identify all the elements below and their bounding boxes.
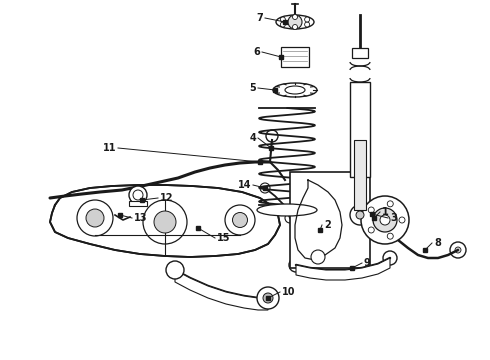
- Circle shape: [293, 14, 297, 19]
- Text: 8: 8: [434, 238, 441, 248]
- Bar: [354, 140, 366, 210]
- Ellipse shape: [273, 83, 317, 97]
- Bar: [290, 172, 370, 268]
- Circle shape: [129, 186, 147, 204]
- Polygon shape: [175, 270, 268, 310]
- Text: 1: 1: [382, 207, 389, 217]
- Circle shape: [383, 251, 397, 265]
- Circle shape: [399, 217, 405, 223]
- Circle shape: [260, 183, 270, 193]
- Circle shape: [77, 200, 113, 236]
- Circle shape: [285, 213, 295, 223]
- Text: 2: 2: [324, 220, 331, 230]
- Polygon shape: [50, 185, 280, 257]
- Circle shape: [166, 261, 184, 279]
- Circle shape: [368, 207, 374, 213]
- Circle shape: [263, 293, 273, 303]
- Bar: [352, 48, 368, 58]
- Text: 7: 7: [256, 13, 263, 23]
- Ellipse shape: [285, 86, 305, 94]
- Ellipse shape: [276, 15, 314, 29]
- Circle shape: [126, 213, 134, 221]
- Text: 12: 12: [160, 193, 173, 203]
- Circle shape: [305, 22, 310, 27]
- Circle shape: [305, 17, 310, 22]
- Circle shape: [373, 208, 397, 232]
- Circle shape: [266, 130, 278, 142]
- Circle shape: [225, 205, 255, 235]
- Text: 10: 10: [282, 287, 295, 297]
- Text: 15: 15: [217, 233, 230, 243]
- Circle shape: [383, 228, 397, 242]
- Circle shape: [311, 250, 325, 264]
- Text: 6: 6: [253, 47, 260, 57]
- Circle shape: [293, 24, 297, 30]
- Circle shape: [110, 210, 120, 220]
- Text: 4: 4: [249, 133, 256, 143]
- Text: 5: 5: [249, 83, 256, 93]
- Circle shape: [387, 201, 393, 207]
- Circle shape: [380, 215, 390, 225]
- Text: 14: 14: [238, 180, 251, 190]
- Ellipse shape: [257, 204, 317, 216]
- Circle shape: [257, 287, 279, 309]
- Bar: [129, 201, 147, 206]
- Circle shape: [133, 190, 143, 200]
- Text: 11: 11: [102, 143, 116, 153]
- Circle shape: [350, 205, 370, 225]
- Circle shape: [361, 196, 409, 244]
- Bar: [281, 47, 309, 67]
- Circle shape: [450, 242, 466, 258]
- Circle shape: [154, 211, 176, 233]
- Circle shape: [86, 209, 104, 227]
- Circle shape: [368, 227, 374, 233]
- Circle shape: [280, 17, 285, 22]
- Circle shape: [143, 200, 187, 244]
- Circle shape: [232, 212, 247, 228]
- Text: 13: 13: [134, 213, 147, 223]
- Text: 3: 3: [390, 213, 397, 223]
- Circle shape: [455, 247, 461, 253]
- Circle shape: [288, 15, 302, 29]
- Circle shape: [356, 211, 364, 219]
- Circle shape: [289, 258, 303, 272]
- Text: 9: 9: [364, 258, 371, 268]
- Circle shape: [387, 233, 393, 239]
- Bar: [350, 82, 370, 177]
- Polygon shape: [296, 258, 390, 280]
- Circle shape: [280, 22, 285, 27]
